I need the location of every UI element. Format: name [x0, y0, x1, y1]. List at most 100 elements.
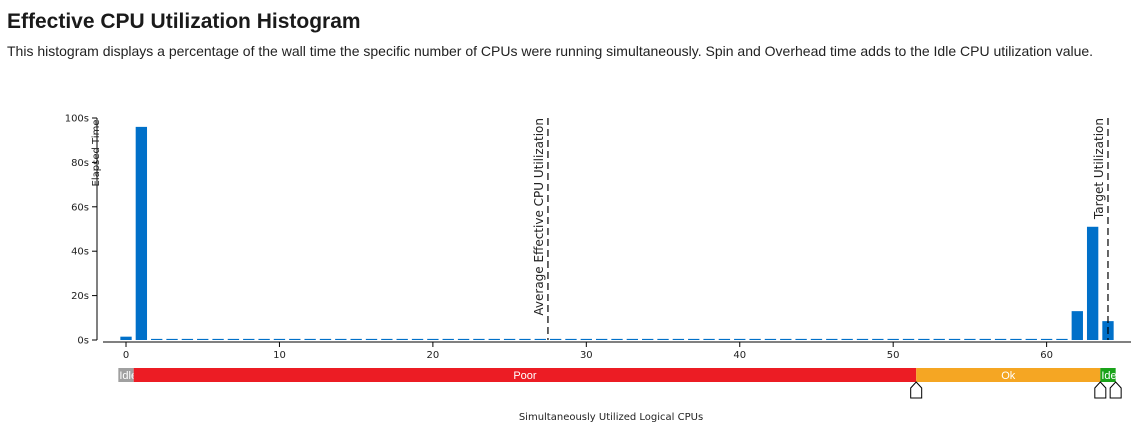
chart-description: This histogram displays a percentage of … [7, 43, 1094, 59]
histogram-bar [918, 338, 930, 340]
histogram-bar [273, 338, 286, 340]
x-tick-label: 40 [733, 350, 746, 361]
x-tick-label: 60 [1040, 350, 1053, 361]
histogram-bar [1086, 226, 1099, 340]
histogram-bar [212, 338, 224, 340]
x-tick-label: 0 [123, 350, 129, 361]
histogram-bar [457, 338, 470, 340]
y-tick-label: 40s [71, 247, 89, 258]
histogram-bar [672, 338, 685, 340]
histogram-bar [611, 338, 623, 340]
histogram-bar [887, 338, 899, 340]
histogram-bar [626, 338, 639, 340]
histogram-bar [488, 338, 500, 340]
histogram-bar [396, 338, 408, 340]
histogram-bar [657, 338, 669, 340]
histogram-bar [120, 336, 132, 340]
utilization-band-idle [118, 368, 134, 382]
histogram-bar [703, 338, 715, 340]
x-tick-label: 30 [580, 350, 593, 361]
x-axis-group: 0 10 20 30 40 50 60 [103, 341, 1131, 361]
histogram-bar [227, 338, 240, 340]
histogram-bar [642, 338, 654, 340]
y-tick-label: 80s [71, 158, 89, 169]
histogram-bar [718, 338, 731, 340]
histogram-bar [964, 338, 976, 340]
x-axis-title: Simultaneously Utilized Logical CPUs [519, 412, 703, 423]
histogram-bar [427, 338, 439, 340]
utilization-band-ideal [1100, 368, 1116, 382]
utilization-band-poor [133, 368, 917, 382]
histogram-bar [381, 338, 393, 340]
histogram-bar [580, 338, 592, 340]
annotation-label: Average Effective CPU Utilization [532, 118, 546, 316]
histogram-bar [565, 338, 577, 340]
utilization-band-label: Ok [1001, 370, 1016, 382]
histogram-bar [1025, 338, 1037, 340]
histogram-bar [166, 338, 178, 340]
histogram-bar [1040, 338, 1053, 340]
utilization-band-label: Idle [119, 370, 137, 382]
histogram-bar [151, 338, 163, 340]
utilization-band-label: Ideal [1101, 370, 1125, 382]
y-tick-label: 20s [71, 291, 89, 302]
histogram-bar [948, 338, 961, 340]
histogram-bar [335, 338, 347, 340]
histogram-bar [1010, 338, 1022, 340]
y-tick-label: 60s [71, 202, 89, 213]
histogram-bar [872, 338, 884, 340]
bars-group [120, 126, 1114, 340]
histogram-bar [734, 338, 746, 340]
histogram-bar [350, 338, 362, 340]
histogram-bar [795, 338, 807, 340]
histogram-bar [994, 338, 1007, 340]
y-tick-label: 100s [65, 114, 89, 125]
histogram-bar [519, 338, 531, 340]
utilization-bands-group: Idle Poor Ok Ideal [118, 368, 1125, 399]
histogram-bar [933, 338, 945, 340]
histogram-bar [181, 338, 194, 340]
y-tick-label: 0s [77, 336, 89, 347]
histogram-bar [826, 338, 838, 340]
y-axis-group: 0s 20s 40s 60s 80s 100s [65, 114, 98, 347]
threshold-handle[interactable] [910, 381, 923, 399]
histogram-bar [856, 338, 869, 340]
histogram-bar [810, 338, 823, 340]
histogram-bar [319, 338, 332, 340]
x-tick-label: 10 [273, 350, 286, 361]
histogram-bar [365, 338, 378, 340]
histogram-bar [534, 338, 546, 340]
histogram-bar [503, 338, 516, 340]
histogram-bar [473, 338, 485, 340]
threshold-handle[interactable] [1109, 381, 1122, 399]
utilization-band-ok [916, 368, 1101, 382]
threshold-handle[interactable] [1094, 381, 1107, 399]
histogram-bar [595, 338, 608, 340]
histogram-bar [135, 126, 148, 340]
histogram-bar [258, 338, 270, 340]
histogram-bar [1071, 311, 1083, 340]
histogram-bar [197, 338, 209, 340]
histogram-bar [841, 338, 853, 340]
histogram-bar [442, 338, 454, 340]
histogram-bar [902, 338, 915, 340]
histogram-bar [243, 338, 255, 340]
x-tick-label: 20 [427, 350, 440, 361]
histogram-bar [289, 338, 301, 340]
histogram-bar [979, 338, 991, 340]
histogram-bar [780, 338, 792, 340]
histogram-bar [411, 338, 424, 340]
x-tick-label: 50 [887, 350, 900, 361]
histogram-bar [1056, 338, 1068, 340]
histogram-bar [749, 338, 761, 340]
y-axis-title: Elapsed Time [91, 120, 102, 187]
histogram-bar [688, 338, 700, 340]
annotation-label: Target Utilization [1092, 118, 1106, 220]
utilization-band-label: Poor [513, 370, 537, 382]
annotations-group: Average Effective CPU Utilization Target … [532, 118, 1109, 340]
histogram-bar [549, 338, 562, 340]
histogram-bar [764, 338, 777, 340]
histogram-bar [304, 338, 316, 340]
chart-title: Effective CPU Utilization Histogram [7, 10, 361, 33]
